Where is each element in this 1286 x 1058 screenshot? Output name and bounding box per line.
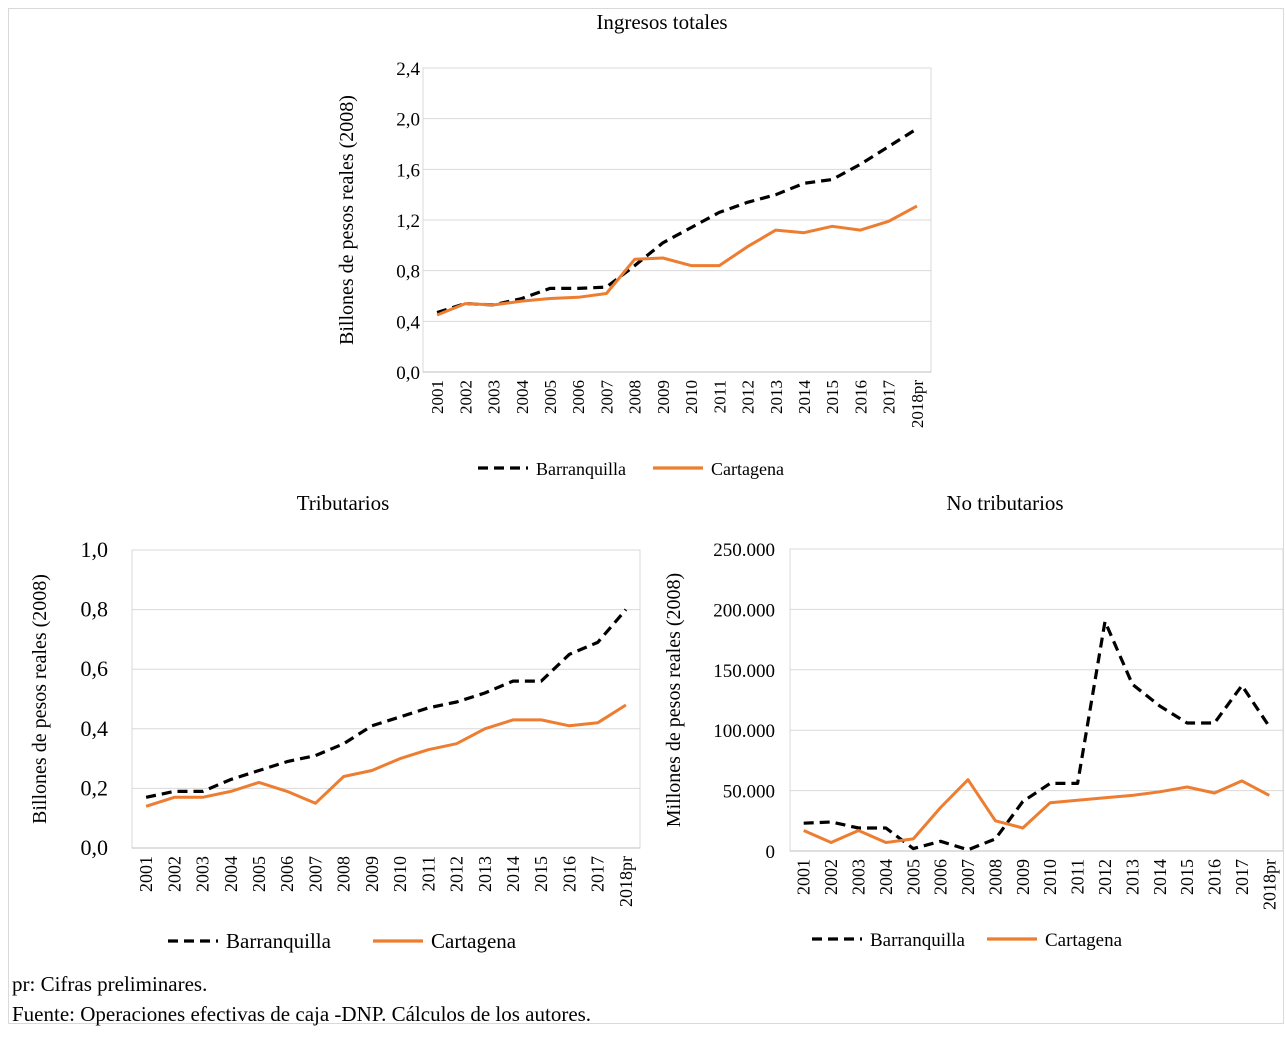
y-tick-label-1-2: 0,4 xyxy=(81,716,109,741)
x-tick-label-2-12: 2013 xyxy=(1122,859,1142,895)
x-tick-label-2-10: 2011 xyxy=(1068,859,1088,894)
y-tick-label-1-3: 0,6 xyxy=(81,656,109,681)
x-tick-label-0-6: 2007 xyxy=(597,380,616,415)
x-tick-label-2-6: 2007 xyxy=(958,859,978,895)
legend-label-2-1: Cartagena xyxy=(1045,930,1123,951)
plot-area-1 xyxy=(131,549,641,849)
series-line-1-barranquilla xyxy=(145,608,628,799)
series-line-2-cartagena xyxy=(803,778,1271,844)
legend-label-1-0: Barranquilla xyxy=(226,929,332,953)
y-tick-label-0-0: 0,0 xyxy=(396,363,420,384)
x-tick-label-0-9: 2010 xyxy=(682,380,701,414)
x-tick-label-0-3: 2004 xyxy=(513,380,532,415)
x-tick-label-1-5: 2006 xyxy=(277,856,297,892)
x-tick-label-1-0: 2001 xyxy=(136,856,156,892)
series-line-0-cartagena xyxy=(436,204,918,317)
x-tick-label-0-8: 2009 xyxy=(654,380,673,414)
x-tick-label-2-11: 2012 xyxy=(1095,859,1115,895)
x-tick-label-0-2: 2003 xyxy=(485,380,504,414)
y-axis-label-1: Billones de pesos reales (2008) xyxy=(29,574,51,824)
x-tick-label-1-4: 2005 xyxy=(249,856,269,892)
x-tick-label-2-13: 2014 xyxy=(1150,859,1170,895)
x-tick-label-0-10: 2011 xyxy=(710,380,729,413)
x-tick-label-1-9: 2010 xyxy=(390,856,410,892)
x-tick-label-1-16: 2017 xyxy=(588,856,608,892)
note-source: Fuente: Operaciones efectivas de caja -D… xyxy=(12,1002,592,1026)
y-tick-label-1-4: 0,8 xyxy=(81,597,109,622)
x-tick-label-0-15: 2016 xyxy=(851,380,870,414)
y-tick-label-0-1: 0,4 xyxy=(396,312,420,333)
x-tick-label-0-17: 2018pr xyxy=(908,380,927,429)
y-tick-label-1-0: 0,0 xyxy=(81,835,109,860)
y-tick-label-1-5: 1,0 xyxy=(81,537,109,562)
series-line-0-barranquilla xyxy=(436,127,918,315)
x-tick-label-1-15: 2016 xyxy=(559,856,579,892)
x-tick-label-2-15: 2016 xyxy=(1205,859,1225,895)
y-tick-label-0-6: 2,4 xyxy=(396,59,420,80)
chart-title-1: Tributarios xyxy=(297,491,390,515)
x-tick-label-2-7: 2008 xyxy=(985,859,1005,895)
x-tick-label-1-14: 2015 xyxy=(531,856,551,892)
x-tick-label-0-0: 2001 xyxy=(428,380,447,414)
x-tick-label-1-17: 2018pr xyxy=(616,856,636,907)
y-tick-label-2-2: 100.000 xyxy=(713,721,775,742)
x-tick-label-2-2: 2003 xyxy=(848,859,868,895)
chart-title-0: Ingresos totales xyxy=(596,10,727,34)
legend-label-2-0: Barranquilla xyxy=(870,930,966,951)
x-tick-label-0-12: 2013 xyxy=(767,380,786,414)
note-preliminary: pr: Cifras preliminares. xyxy=(12,972,208,996)
legend-label-1-1: Cartagena xyxy=(431,929,517,953)
y-tick-label-2-1: 50.000 xyxy=(723,782,775,803)
x-tick-label-0-14: 2015 xyxy=(823,380,842,414)
x-tick-label-0-11: 2012 xyxy=(739,380,758,414)
y-axis-label-2: Millones de pesos reales (2008) xyxy=(663,573,685,827)
x-tick-label-2-16: 2017 xyxy=(1232,859,1252,895)
x-tick-label-1-7: 2008 xyxy=(334,856,354,892)
y-tick-label-2-3: 150.000 xyxy=(713,661,775,682)
x-tick-label-1-12: 2013 xyxy=(475,856,495,892)
y-tick-label-0-3: 1,2 xyxy=(396,211,420,232)
x-tick-label-1-6: 2007 xyxy=(305,856,325,892)
x-tick-label-2-3: 2004 xyxy=(876,859,896,895)
y-tick-label-2-5: 250.000 xyxy=(713,540,775,561)
x-tick-label-0-4: 2005 xyxy=(541,380,560,414)
chart-title-2: No tributarios xyxy=(946,491,1063,515)
y-tick-label-2-0: 0 xyxy=(766,842,776,863)
x-tick-label-0-5: 2006 xyxy=(569,380,588,414)
y-tick-label-2-4: 200.000 xyxy=(713,600,775,621)
y-tick-label-1-1: 0,2 xyxy=(81,775,109,800)
series-line-1-cartagena xyxy=(145,703,627,808)
x-tick-label-0-13: 2014 xyxy=(795,380,814,415)
figure-frame xyxy=(8,8,1284,1024)
series-line-2-barranquilla xyxy=(803,619,1271,852)
y-tick-label-0-5: 2,0 xyxy=(396,110,420,131)
x-tick-label-0-16: 2017 xyxy=(880,380,899,415)
plot-area-2 xyxy=(789,548,1284,852)
y-axis-label-0: Billones de pesos reales (2008) xyxy=(336,95,358,345)
y-tick-label-0-4: 1,6 xyxy=(396,160,420,181)
x-tick-label-1-3: 2004 xyxy=(221,856,241,892)
x-tick-label-2-8: 2009 xyxy=(1013,859,1033,895)
x-tick-label-1-11: 2012 xyxy=(447,856,467,892)
x-tick-label-0-1: 2002 xyxy=(456,380,475,414)
x-tick-label-1-8: 2009 xyxy=(362,856,382,892)
x-tick-label-1-10: 2011 xyxy=(418,856,438,891)
y-tick-label-0-2: 0,8 xyxy=(396,262,420,283)
x-tick-label-1-13: 2014 xyxy=(503,856,523,892)
x-tick-label-1-1: 2002 xyxy=(164,856,184,892)
x-tick-label-2-9: 2010 xyxy=(1040,859,1060,895)
x-tick-label-2-0: 2001 xyxy=(794,859,814,895)
x-tick-label-2-1: 2002 xyxy=(821,859,841,895)
x-tick-label-2-4: 2005 xyxy=(903,859,923,895)
x-tick-label-1-2: 2003 xyxy=(193,856,213,892)
legend-label-0-0: Barranquilla xyxy=(536,459,626,479)
x-tick-label-0-7: 2008 xyxy=(626,380,645,414)
x-tick-label-2-14: 2015 xyxy=(1177,859,1197,895)
legend-label-0-1: Cartagena xyxy=(711,459,784,479)
x-tick-label-2-5: 2006 xyxy=(931,859,951,895)
x-tick-label-2-17: 2018pr xyxy=(1259,859,1279,910)
